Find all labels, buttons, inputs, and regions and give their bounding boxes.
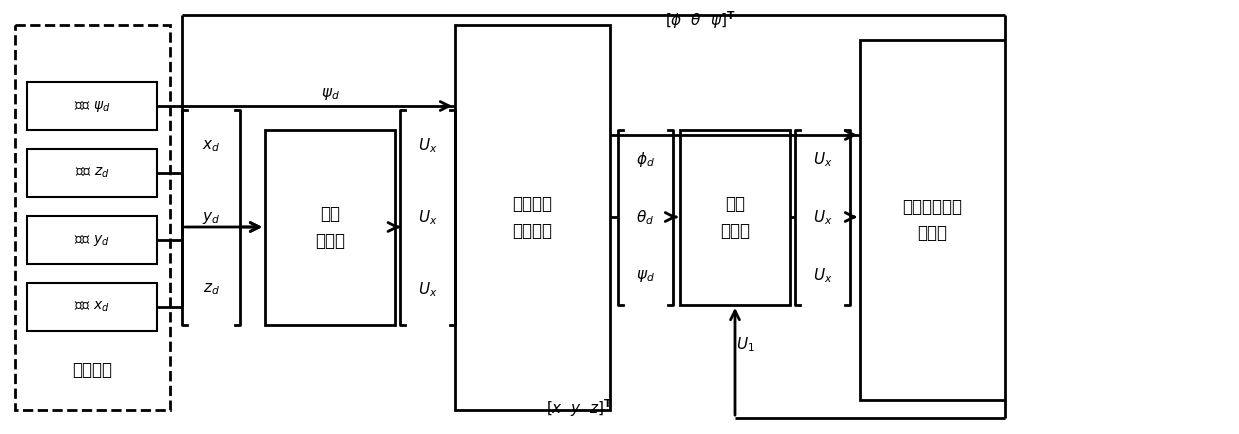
Bar [860, 40, 1005, 400]
Text: 期望 $\psi_d$: 期望 $\psi_d$ [74, 99, 110, 114]
Bar [27, 82, 157, 130]
Text: $x_d$: $x_d$ [202, 138, 221, 154]
Text: $\psi_d$: $\psi_d$ [321, 86, 339, 102]
Text: $\phi_d$: $\phi_d$ [636, 150, 655, 169]
Text: 期望 $x_d$: 期望 $x_d$ [74, 300, 110, 314]
Text: $U_x$: $U_x$ [813, 208, 833, 227]
Text: $U_1$: $U_1$ [736, 335, 755, 354]
Bar [27, 216, 157, 264]
Text: $y_d$: $y_d$ [202, 210, 221, 226]
Bar [265, 130, 395, 325]
Text: 涵道式多旋翼
无人机: 涵道式多旋翼 无人机 [902, 198, 963, 242]
Text: $\theta_d$: $\theta_d$ [637, 208, 654, 227]
Text: 位置
控制器: 位置 控制器 [315, 205, 344, 250]
Text: $\psi_d$: $\psi_d$ [636, 268, 655, 284]
Text: $[x \ \ y \ \ z]^{\mathbf{T}}$: $[x \ \ y \ \ z]^{\mathbf{T}}$ [546, 397, 613, 419]
Text: 期望 $z_d$: 期望 $z_d$ [74, 166, 109, 180]
Text: $U_x$: $U_x$ [418, 208, 437, 227]
Bar [27, 149, 157, 197]
Bar [455, 25, 610, 410]
Text: $z_d$: $z_d$ [202, 281, 219, 297]
Bar [680, 130, 790, 305]
Text: $U_x$: $U_x$ [813, 150, 833, 168]
Text: $U_x$: $U_x$ [813, 266, 833, 285]
Bar [15, 25, 170, 410]
Text: 控制指令: 控制指令 [72, 361, 112, 379]
Text: $[\phi \ \ \theta \ \ \psi]^{\mathbf{T}}$: $[\phi \ \ \theta \ \ \psi]^{\mathbf{T}}… [664, 9, 735, 31]
Text: $U_x$: $U_x$ [418, 136, 437, 155]
Text: 期望信息
处理模块: 期望信息 处理模块 [513, 195, 553, 240]
Bar [27, 283, 157, 331]
Text: 姿态
控制器: 姿态 控制器 [720, 195, 750, 240]
Text: $U_x$: $U_x$ [418, 280, 437, 299]
Text: 期望 $y_d$: 期望 $y_d$ [74, 233, 110, 247]
